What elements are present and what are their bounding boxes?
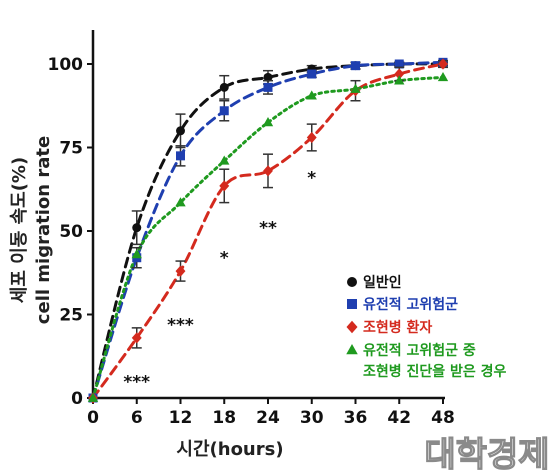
y-tick-label: 100 (48, 55, 84, 75)
x-tick-label: 0 (87, 408, 99, 428)
data-point-s4 (306, 90, 317, 100)
axes: 0 6 12 18 24 30 36 42 48 0 25 50 75 100 (48, 30, 455, 428)
x-tick-label: 12 (169, 408, 193, 428)
data-point-s2 (263, 82, 273, 92)
x-tick-label: 18 (212, 408, 236, 428)
x-tick-label: 36 (344, 408, 368, 428)
data-point-s1 (132, 223, 142, 233)
y-tick-label: 25 (59, 306, 83, 326)
data-point-s4 (394, 75, 405, 85)
data-point-s1 (263, 72, 273, 82)
data-point-s2 (394, 59, 404, 69)
data-points (87, 57, 449, 404)
x-tick-label: 24 (256, 408, 280, 428)
data-point-s4 (131, 248, 142, 259)
y-axis-title-line1: 세포 이동 속도(%) (9, 157, 30, 303)
y-tick-label: 75 (59, 139, 83, 159)
data-point-s4 (350, 83, 361, 93)
data-point-s4 (262, 117, 274, 127)
data-point-s3 (438, 58, 448, 70)
x-tick-label: 30 (300, 408, 324, 428)
data-point-s2 (219, 106, 229, 116)
legend-label-4: 유전적 고위험군 중 (363, 342, 476, 359)
data-point-s3 (175, 265, 186, 277)
y-axis-title-line2: cell migration rate (33, 136, 54, 324)
series-line-2 (91, 60, 445, 400)
significance-label: * (220, 249, 229, 269)
significance-label: *** (123, 372, 150, 392)
legend-label-2: 유전적 고위험군 (363, 296, 458, 313)
data-point-s4 (87, 392, 99, 402)
data-point-s4 (219, 155, 230, 165)
data-point-s4 (175, 197, 186, 207)
y-axis-title: 세포 이동 속도(%) cell migration rate (9, 136, 54, 324)
data-point-s2 (176, 151, 185, 161)
data-point-s3 (131, 332, 142, 344)
data-point-s1 (219, 82, 229, 92)
data-point-s2 (307, 69, 317, 79)
data-point-s1 (176, 126, 185, 136)
legend-label-4: 조현병 진단을 받은 경우 (363, 363, 507, 380)
data-point-s3 (219, 180, 230, 192)
significance-label: *** (167, 316, 194, 336)
x-tick-label: 48 (431, 408, 455, 428)
legend-label-3: 조현병 환자 (363, 319, 432, 336)
data-point-s3 (394, 68, 405, 80)
y-tick-label: 0 (71, 389, 83, 409)
legend-marker-3 (346, 320, 358, 334)
x-tick-label: 6 (131, 408, 143, 428)
watermark-logo: 대학경제 (424, 435, 549, 475)
data-point-s4 (437, 71, 449, 82)
significance-label: ** (259, 219, 277, 239)
legend-marker-4 (346, 344, 358, 355)
legend-marker-2 (347, 299, 357, 309)
significance-label: * (307, 169, 316, 189)
legend-marker-1 (347, 277, 357, 287)
data-point-s3 (263, 165, 273, 177)
data-point-s3 (306, 131, 317, 144)
legend-label-1: 일반인 (363, 274, 402, 291)
x-axis-title: 시간(hours) (176, 439, 283, 460)
significance-annotations: ********** (123, 169, 316, 393)
x-tick-label: 42 (387, 408, 411, 428)
data-point-s2 (351, 61, 360, 71)
y-tick-label: 50 (59, 222, 83, 242)
